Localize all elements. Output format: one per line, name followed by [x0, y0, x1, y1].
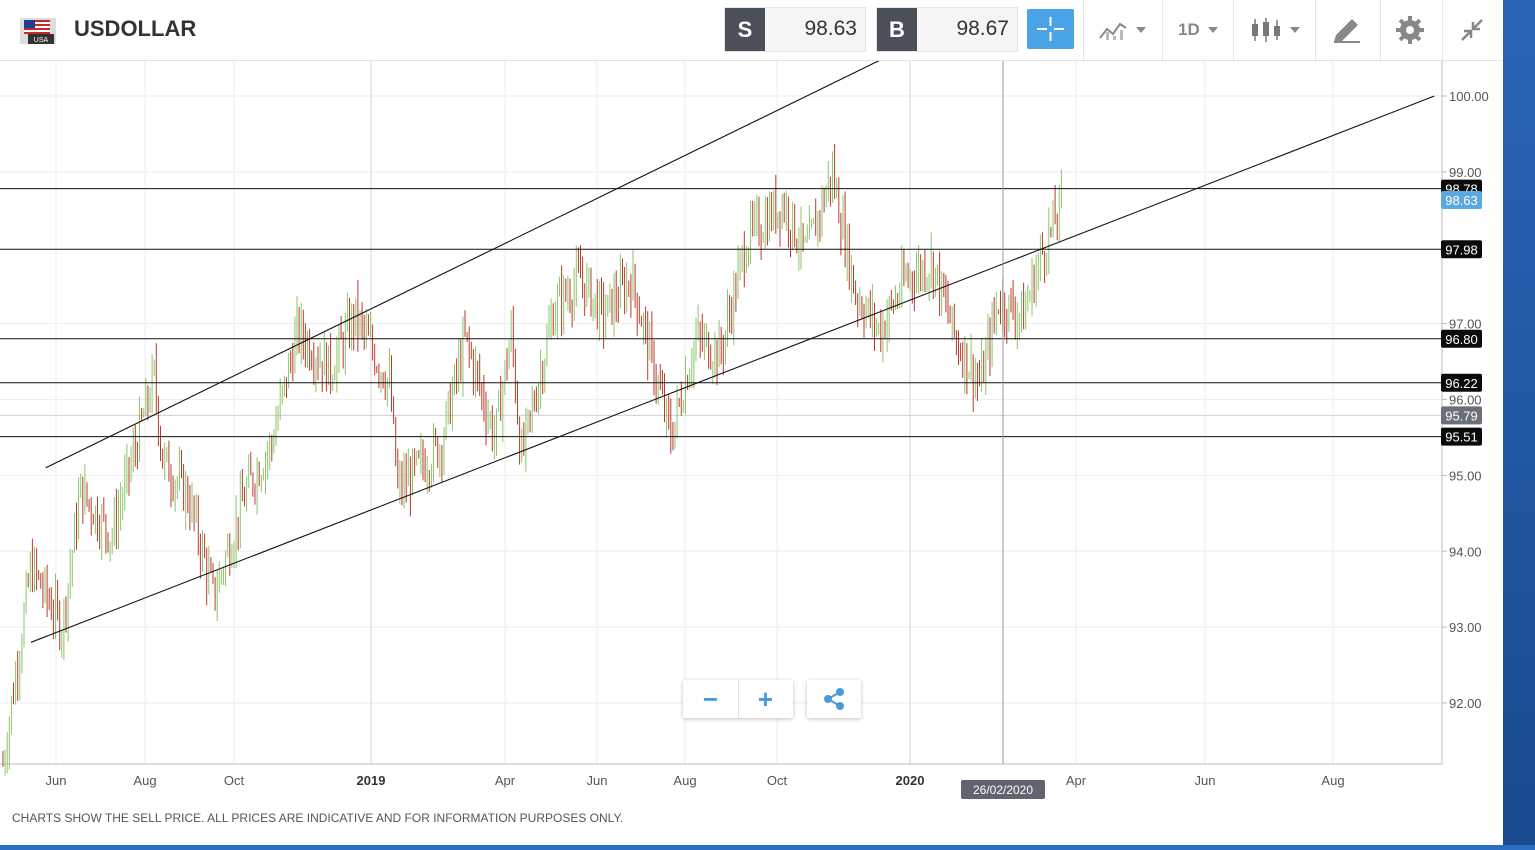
flag-label: USA: [34, 37, 49, 44]
gray-level-tag-bg: [1441, 406, 1482, 425]
chevron-down-icon: [1207, 27, 1218, 33]
price-chart[interactable]: 100.00 99.00 97.00 96.00 95.00 94.00 93.00 92.0…: [0, 61, 1503, 806]
buy-price-box[interactable]: B 98.67: [876, 7, 1018, 52]
sell-label: S: [725, 8, 765, 51]
disclaimer-text: CHARTS SHOW THE SELL PRICE. ALL PRICES A…: [12, 811, 624, 825]
level-tag-bg: [1441, 240, 1482, 259]
candle-style-dropdown[interactable]: [1250, 14, 1300, 46]
buy-price: 98.67: [956, 17, 1009, 40]
zoom-controls: − +: [683, 680, 793, 718]
usa-flag-icon: USA: [20, 18, 56, 44]
y-tick-label: 93.00: [1449, 620, 1482, 635]
collapse-icon: [1461, 19, 1483, 41]
trend-line: [30, 95, 1435, 643]
level-tag-bg: [1441, 427, 1482, 446]
level-tag: 96.80: [1445, 332, 1478, 347]
trend-line: [45, 61, 880, 469]
x-tick-label: Jun: [587, 773, 608, 788]
x-tick-label: Oct: [224, 773, 245, 788]
x-tick-label: 2020: [896, 773, 925, 788]
level-tag-bg: [1441, 373, 1482, 392]
x-tick-label: Jun: [46, 773, 67, 788]
current-price-tag-bg: [1441, 190, 1482, 209]
chevron-down-icon: [1136, 27, 1146, 33]
x-tick-label: Aug: [133, 773, 156, 788]
window-frame: [1503, 0, 1535, 850]
window-frame-bottom: [0, 845, 1535, 850]
x-tick-label: Apr: [1066, 773, 1087, 788]
draw-pen-icon: [1334, 19, 1360, 43]
chevron-down-icon: [1290, 27, 1300, 33]
chart-toolbar: USA USDOLLAR S 98.63 B 98.67: [0, 0, 1503, 61]
draw-tools-button[interactable]: [1332, 14, 1362, 46]
chart-type-dropdown[interactable]: [1098, 14, 1146, 46]
x-tick-label: Apr: [495, 773, 516, 788]
symbol-title: USDOLLAR: [74, 16, 197, 41]
buy-label: B: [877, 8, 917, 51]
y-tick-label: 95.00: [1449, 468, 1482, 483]
crosshair-date-tag-bg: [961, 780, 1045, 799]
line-chart-type-icon: [1099, 22, 1127, 40]
zoom-in-button[interactable]: +: [738, 680, 793, 718]
level-tag: 97.98: [1445, 242, 1478, 257]
gear-icon: [1396, 16, 1424, 44]
y-tick-label: 100.00: [1449, 89, 1489, 104]
gray-level-tag: 95.79: [1445, 408, 1478, 423]
y-tick-label: 94.00: [1449, 544, 1482, 559]
x-tick-label: Jun: [1195, 773, 1216, 788]
level-tag: 95.51: [1445, 430, 1478, 445]
crosshair-date-tag: 26/02/2020: [973, 783, 1033, 797]
settings-button[interactable]: [1395, 14, 1425, 46]
crosshair-button[interactable]: [1027, 9, 1074, 49]
zoom-in-icon: +: [757, 683, 774, 714]
period-label: 1D: [1178, 20, 1200, 39]
trading-chart-window: USA USDOLLAR S 98.63 B 98.67: [0, 0, 1503, 845]
level-tag-bg: [1441, 329, 1482, 348]
y-tick-label: 92.00: [1449, 696, 1482, 711]
collapse-button[interactable]: [1458, 14, 1486, 46]
share-icon: [824, 688, 844, 710]
x-tick-label: Aug: [1321, 773, 1344, 788]
x-tick-label: 2019: [357, 773, 386, 788]
crosshair-icon: [1037, 17, 1064, 41]
level-tag: 96.22: [1445, 376, 1478, 391]
current-price-tag: 98.63: [1445, 193, 1478, 208]
zoom-out-icon: −: [702, 683, 719, 714]
y-tick-label: 96.00: [1449, 393, 1482, 408]
candlestick-icon: [1252, 18, 1280, 42]
x-tick-label: Aug: [673, 773, 696, 788]
x-tick-label: Oct: [767, 773, 788, 788]
y-tick-label: 99.00: [1449, 165, 1482, 180]
share-button[interactable]: [807, 680, 861, 718]
sell-price: 98.63: [804, 17, 857, 40]
period-dropdown[interactable]: 1D: [1178, 14, 1218, 46]
y-tick-label: 97.00: [1449, 317, 1482, 332]
zoom-out-button[interactable]: −: [683, 680, 739, 718]
sell-price-box[interactable]: S 98.63: [724, 7, 866, 52]
